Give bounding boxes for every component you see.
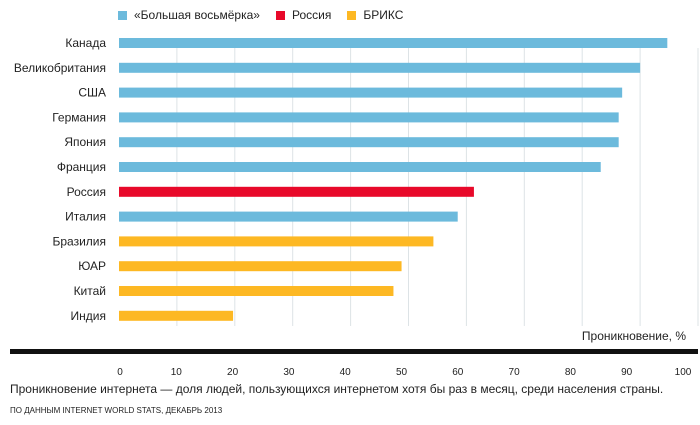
category-label: Япония bbox=[64, 135, 106, 149]
source-note: По данным Internet World Stats, декабрь … bbox=[10, 406, 223, 415]
legend-item-russia: Россия bbox=[275, 8, 332, 22]
x-tick-label: 60 bbox=[452, 367, 464, 378]
x-tick-label: 90 bbox=[621, 367, 633, 378]
bar-1 bbox=[119, 38, 668, 48]
x-tick-label: 100 bbox=[675, 367, 692, 378]
bar-2 bbox=[119, 62, 641, 73]
legend: «Большая восьмёрка» Россия БРИКС bbox=[118, 8, 403, 22]
bar-9 bbox=[119, 236, 434, 247]
legend-swatch bbox=[347, 10, 357, 20]
legend-swatch bbox=[275, 10, 285, 20]
category-label: Канада bbox=[65, 36, 106, 50]
x-axis-title: Проникновение, % bbox=[582, 329, 686, 343]
bar-5 bbox=[119, 137, 619, 148]
category-label: Великобритания bbox=[14, 61, 106, 75]
legend-swatch bbox=[118, 10, 127, 20]
x-tick-label: 70 bbox=[509, 367, 521, 378]
category-label: Китай bbox=[74, 284, 106, 298]
category-label: Индия bbox=[71, 309, 106, 323]
bar-8 bbox=[119, 211, 458, 222]
legend-label: «Большая восьмёрка» bbox=[134, 8, 260, 22]
x-tick-label: 30 bbox=[283, 367, 295, 378]
category-label: Россия bbox=[67, 185, 106, 199]
x-tick-label: 80 bbox=[565, 367, 577, 378]
legend-item-g8: «Большая восьмёрка» bbox=[118, 8, 260, 22]
axis-line bbox=[10, 349, 698, 354]
legend-label: Россия bbox=[291, 8, 332, 22]
bar-6 bbox=[119, 162, 601, 172]
bar-7 bbox=[119, 186, 474, 197]
x-tick-label: 20 bbox=[227, 367, 239, 378]
bar-12 bbox=[119, 310, 234, 321]
x-tick-label: 50 bbox=[396, 367, 408, 378]
bar-11 bbox=[119, 286, 394, 296]
category-label: Германия bbox=[52, 110, 106, 124]
bar-10 bbox=[119, 261, 402, 272]
legend-label: БРИКС bbox=[363, 8, 404, 22]
legend-item-brics: БРИКС bbox=[347, 8, 403, 22]
bar-3 bbox=[119, 87, 623, 98]
category-label: Бразилия bbox=[53, 234, 107, 248]
category-label: США bbox=[78, 86, 106, 100]
category-label: Франция bbox=[57, 160, 106, 174]
bar-4 bbox=[119, 112, 619, 123]
caption: Проникновение интернета — доля людей, по… bbox=[10, 382, 664, 396]
x-tick-label: 40 bbox=[340, 367, 352, 378]
x-tick-label: 0 bbox=[117, 367, 123, 378]
category-label: ЮАР bbox=[78, 259, 106, 273]
category-label: Италия bbox=[65, 210, 106, 224]
x-tick-label: 10 bbox=[171, 367, 183, 378]
